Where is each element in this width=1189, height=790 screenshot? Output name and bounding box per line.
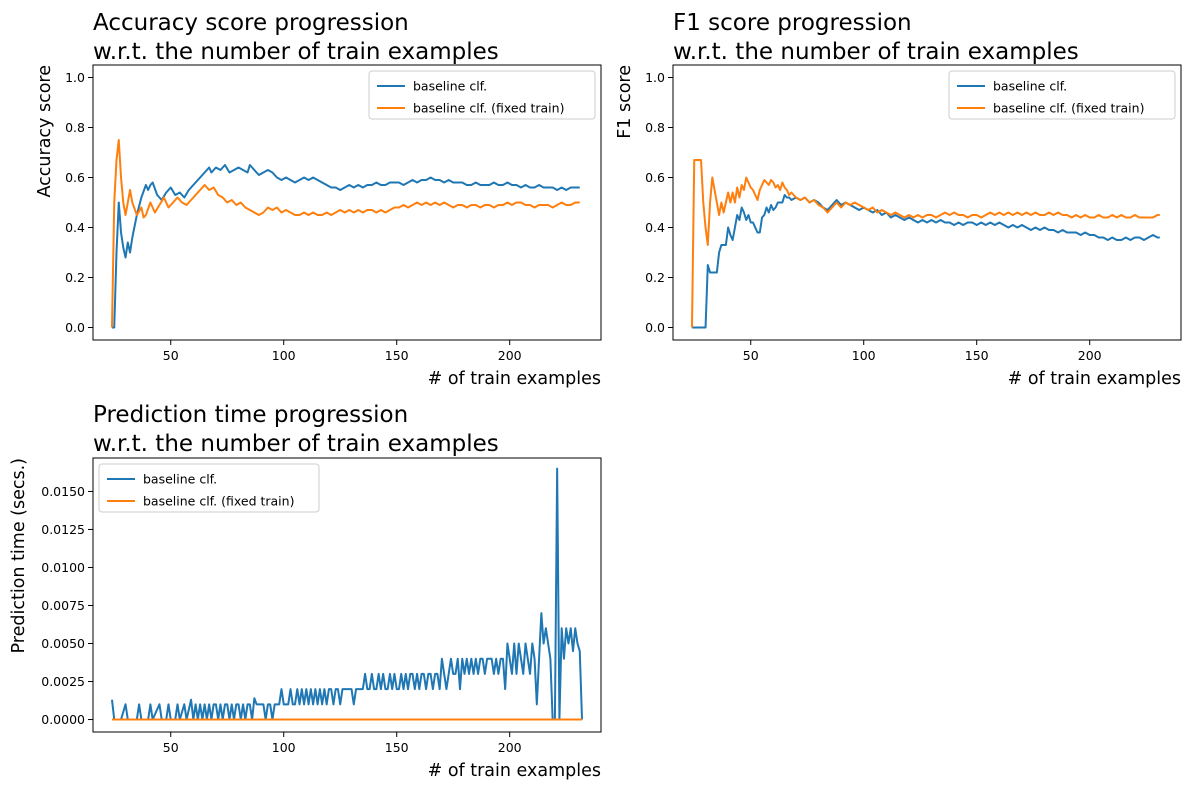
x-tick-label: 100 [272,348,296,363]
legend-box [98,463,320,513]
legend: baseline clf. baseline clf. (fixed train) [98,463,320,513]
x-tick-label: 100 [852,348,876,363]
x-axis-label: # of train examples [1008,369,1181,389]
series-line-fixed-train [690,159,1160,328]
legend: baseline clf. baseline clf. (fixed train) [948,70,1176,120]
legend-label-fixed-train: baseline clf. (fixed train) [413,101,564,116]
chart-title-line2: w.r.t. the number of train examples [673,39,1079,65]
legend-box [368,70,596,120]
x-tick-label: 50 [163,348,179,363]
series-line-fixed-train [110,139,580,328]
y-axis-label: F1 score [615,65,635,139]
x-tick-label: 200 [498,348,522,363]
y-axis-label: Prediction time (secs.) [9,458,29,653]
y-tick-label: 0.6 [65,170,85,185]
y-tick-label: 0.0050 [41,636,85,651]
legend-label-fixed-train: baseline clf. (fixed train) [993,101,1144,116]
chart-title-line1: Prediction time progression [93,402,408,428]
x-tick-label: 100 [272,740,296,755]
y-tick-label: 0.0100 [41,560,85,575]
series-line-baseline [111,164,580,329]
chart-title-line1: Accuracy score progression [93,10,409,36]
legend-label-baseline: baseline clf. [993,79,1067,94]
x-axis-label: # of train examples [428,369,601,389]
y-tick-label: 1.0 [65,70,85,85]
y-tick-label: 0.0075 [41,598,85,613]
x-tick-label: 200 [1078,348,1102,363]
y-tick-label: 0.2 [645,270,665,285]
subplot-f1: F1 score progression w.r.t. the number of… [615,10,1182,389]
chart-title-line1: F1 score progression [673,10,912,36]
y-tick-label: 0.4 [65,220,85,235]
legend-label-fixed-train: baseline clf. (fixed train) [143,494,294,509]
y-tick-label: 0.0 [645,320,665,335]
axes-frame [92,64,602,341]
y-tick-label: 0.2 [65,270,85,285]
y-tick-label: 0.8 [65,120,85,135]
chart-title-line2: w.r.t. the number of train examples [93,431,499,457]
chart-title-line2: w.r.t. the number of train examples [93,39,499,65]
y-axis-label: Accuracy score [35,65,55,197]
subplot-accuracy: Accuracy score progression w.r.t. the num… [35,10,602,389]
x-tick-label: 150 [965,348,989,363]
y-tick-label: 0.0 [65,320,85,335]
legend-label-baseline: baseline clf. [143,472,217,487]
axes-frame [672,64,1182,341]
series-line-baseline [110,467,584,721]
legend-box [948,70,1176,120]
x-tick-label: 150 [385,348,409,363]
y-tick-label: 1.0 [645,70,665,85]
y-tick-label: 0.0150 [41,484,85,499]
x-tick-label: 200 [498,740,522,755]
legend: baseline clf. baseline clf. (fixed train) [368,70,596,120]
y-tick-label: 0.6 [645,170,665,185]
x-tick-label: 150 [385,740,409,755]
x-tick-label: 50 [163,740,179,755]
y-tick-label: 0.8 [645,120,665,135]
x-tick-label: 50 [743,348,759,363]
axes-frame [92,457,602,733]
legend-label-baseline: baseline clf. [413,79,487,94]
y-tick-label: 0.0125 [41,522,85,537]
subplot-prediction-time: Prediction time progression w.r.t. the nu… [9,402,602,781]
y-tick-label: 0.0000 [41,712,85,727]
y-tick-label: 0.0025 [41,674,85,689]
x-axis-label: # of train examples [428,761,601,781]
y-tick-label: 0.4 [645,220,665,235]
